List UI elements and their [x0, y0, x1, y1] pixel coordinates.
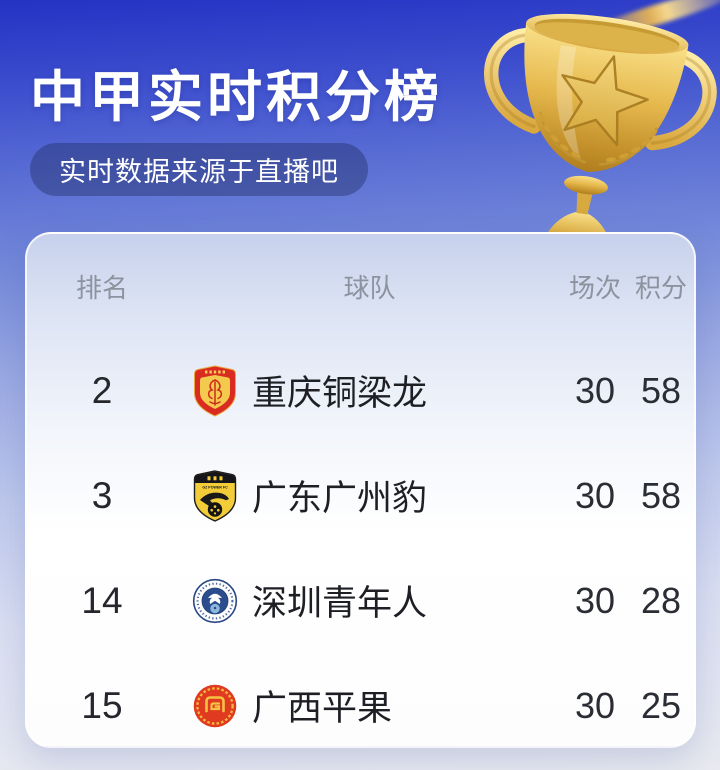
- team-points: 58: [640, 474, 682, 516]
- trophy-icon: [484, 13, 717, 261]
- team-name: 广东广州豹: [252, 479, 428, 518]
- team-matches: 30: [574, 369, 616, 411]
- subtitle-pill: 实时数据来源于直播吧: [30, 143, 368, 196]
- team-name: 重庆铜梁龙: [252, 374, 428, 413]
- team-name: 广西平果: [252, 689, 393, 728]
- team-matches: 30: [574, 684, 616, 726]
- team-matches: 30: [574, 579, 616, 621]
- page-title: 中甲实时积分榜: [30, 66, 444, 128]
- table-row[interactable]: 15 广西平果 30 25: [27, 653, 694, 746]
- team-points: 58: [640, 369, 682, 411]
- team-crest-chongqing-tongliang-dragons-icon: [192, 364, 238, 417]
- column-header-rank: 排名: [75, 272, 128, 303]
- team-crest-shenzhen-youth-icon: [192, 575, 238, 627]
- team-points: 28: [640, 579, 682, 621]
- table-row[interactable]: 2 重庆铜梁龙 30 58: [27, 338, 694, 443]
- team-rank: 3: [91, 474, 113, 516]
- table-header-row: 排名 球队 场次 积分: [27, 234, 694, 338]
- team-crest-guangxi-pingguo-icon: [192, 680, 238, 732]
- team-points: 25: [640, 684, 682, 726]
- team-matches: 30: [574, 474, 616, 516]
- svg-text:GZ POWER FC: GZ POWER FC: [202, 485, 228, 489]
- team-rank: 14: [81, 579, 123, 621]
- table-row[interactable]: 3 GZ POWER FC 广东广州豹 30 58: [27, 443, 694, 548]
- column-header-points: 积分: [634, 272, 687, 303]
- team-name: 深圳青年人: [252, 584, 428, 623]
- column-header-team: 球队: [343, 272, 396, 303]
- team-rank: 15: [81, 684, 123, 726]
- table-row[interactable]: 14 深圳青年人 30 28: [27, 548, 694, 653]
- team-crest-guangzhou-leopards-icon: GZ POWER FC: [192, 469, 238, 522]
- column-header-matches: 场次: [568, 272, 621, 303]
- team-rank: 2: [91, 369, 113, 411]
- subtitle-text: 实时数据来源于直播吧: [59, 157, 339, 187]
- standings-card: 排名 球队 场次 积分 2 重庆铜梁龙: [25, 232, 696, 748]
